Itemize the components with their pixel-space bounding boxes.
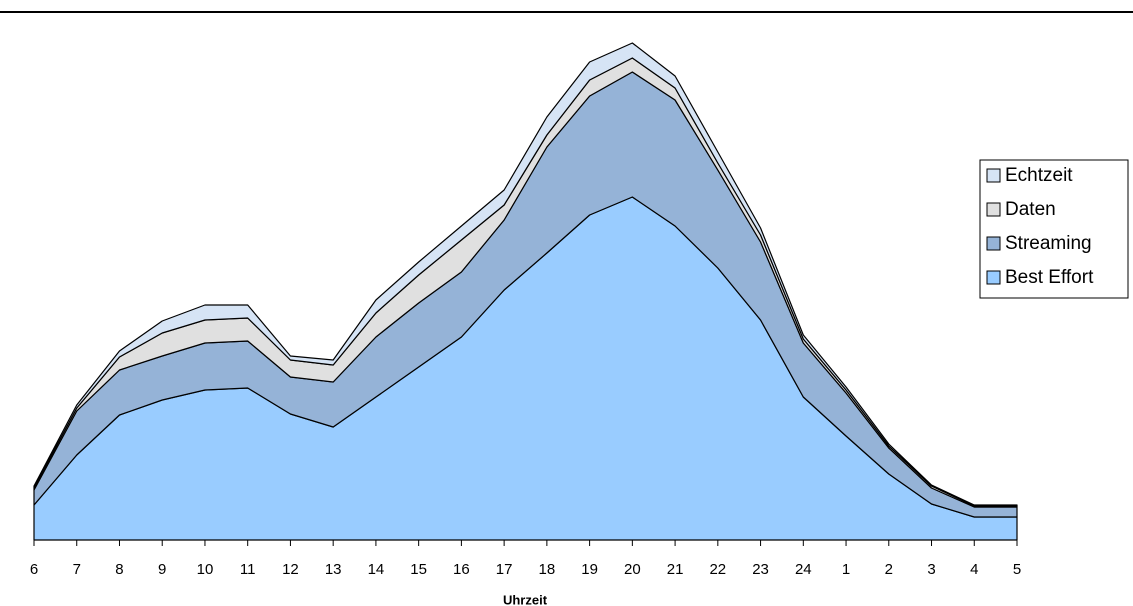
x-tick-label: 14 (368, 561, 385, 578)
legend-label: Echtzeit (1005, 165, 1073, 186)
x-tick-label: 19 (581, 561, 598, 578)
legend-swatch (986, 236, 1001, 251)
legend-label: Best Effort (1005, 267, 1094, 288)
x-tick-label: 8 (115, 561, 123, 578)
x-tick-label: 3 (927, 561, 935, 578)
x-tick-label: 22 (709, 561, 726, 578)
x-tick-label: 12 (282, 561, 299, 578)
legend-label: Daten (1005, 199, 1056, 220)
x-tick-label: 17 (496, 561, 513, 578)
x-tick-label: 20 (624, 561, 641, 578)
legend-box (979, 159, 1129, 299)
x-tick-label: 9 (158, 561, 166, 578)
x-tick-label: 11 (240, 561, 256, 578)
legend-swatch (986, 202, 1001, 217)
legend-swatch (986, 168, 1001, 183)
legend-label: Streaming (1005, 233, 1092, 254)
area (33, 42, 1018, 507)
x-tick-label: 4 (970, 561, 978, 578)
x-tick-label: 5 (1013, 561, 1021, 578)
x-tick-label: 2 (885, 561, 893, 578)
x-tick-label: 23 (752, 561, 769, 578)
x-tick-label: 6 (30, 561, 38, 578)
x-tick-label: 18 (539, 561, 556, 578)
x-axis-label: Uhrzeit (503, 592, 548, 606)
x-tick-label: 7 (73, 561, 81, 578)
legend-swatch (986, 270, 1001, 285)
x-tick-label: 16 (453, 561, 470, 578)
x-tick-label: 24 (795, 561, 812, 578)
x-tick-label: 10 (197, 561, 214, 578)
x-tick-label: 15 (410, 561, 427, 578)
x-tick-label: 21 (667, 561, 684, 578)
x-tick-label: 1 (842, 561, 850, 578)
x-tick-label: 13 (325, 561, 342, 578)
